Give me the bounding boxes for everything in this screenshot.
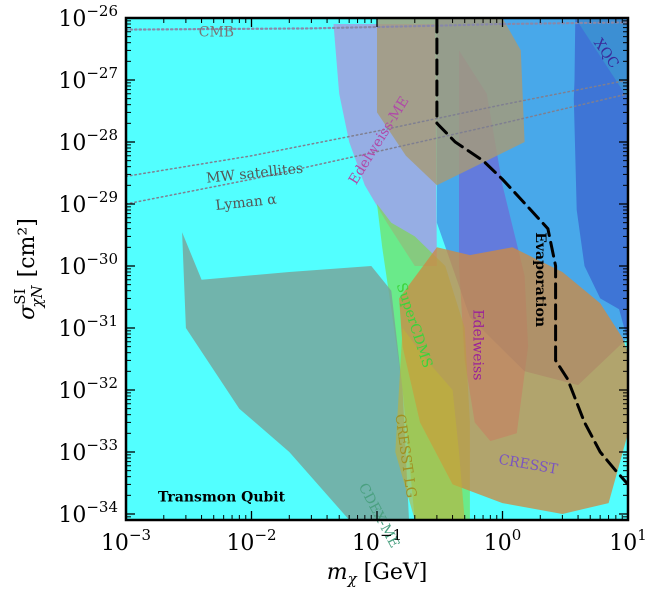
y-tick-label: 10−29 [58, 188, 118, 218]
x-tick-label: 10−3 [101, 526, 151, 556]
x-tick-label: 10−2 [226, 526, 276, 556]
label-transmon-qubit: Transmon Qubit [158, 489, 286, 505]
x-tick-label: 100 [484, 526, 522, 556]
x-axis-label: mχ [GeV] [327, 560, 428, 588]
y-tick-label: 10−34 [58, 498, 118, 528]
y-tick-label: 10−26 [58, 2, 118, 32]
line-evaporation [435, 18, 628, 486]
y-tick-label: 10−31 [58, 312, 118, 342]
y-tick-label: 10−28 [58, 126, 118, 156]
ticks-layer: 10−3 10−2 10−1 100 101 10−26 10−27 10−28 10−29 10… [58, 2, 646, 556]
y-axis-label: σSIχN[cm²] [11, 218, 46, 320]
regions-layer [126, 18, 628, 520]
label-cmb: CMB [199, 25, 234, 41]
label-edelweiss: Edelweiss [470, 309, 486, 380]
y-tick-label: 10−32 [58, 374, 118, 404]
y-tick-label: 10−27 [58, 64, 118, 94]
x-tick-label: 101 [609, 526, 647, 556]
x-tick-label: 10−1 [352, 526, 402, 556]
region-cdex-me [182, 232, 409, 520]
line-lyman [126, 93, 628, 205]
label-evaporation: Evaporation [532, 232, 548, 327]
region-cresst-lg [395, 328, 465, 520]
y-tick-label: 10−30 [58, 250, 118, 280]
label-lyman: Lyman α [215, 192, 278, 214]
lines-layer [126, 18, 628, 486]
y-tick-label: 10−33 [58, 436, 118, 466]
line-mw-satellites [126, 79, 628, 178]
